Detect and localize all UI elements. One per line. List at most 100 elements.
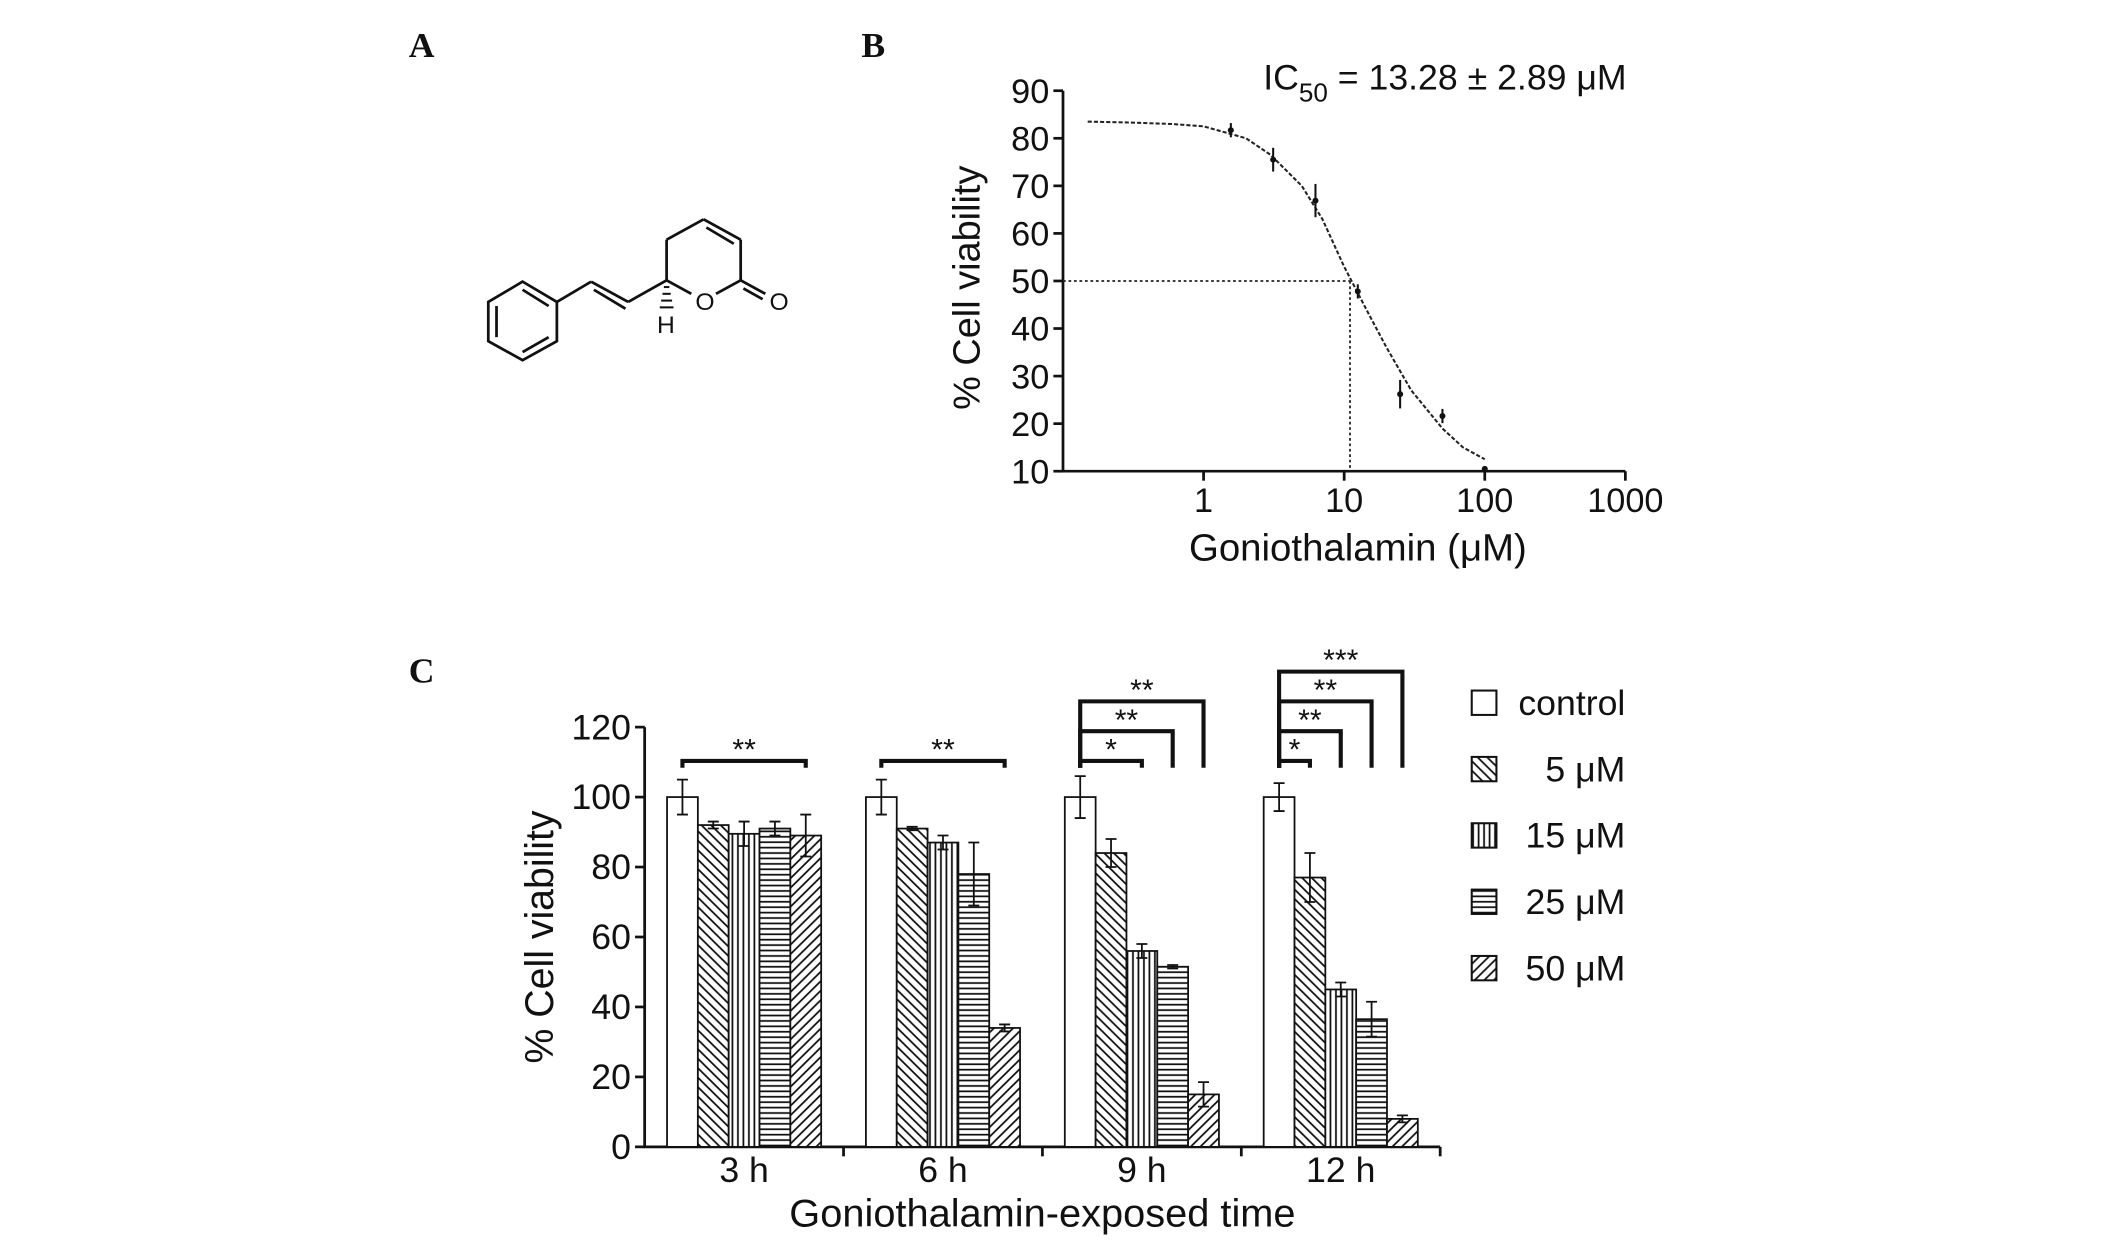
error-bar: [875, 778, 887, 816]
error-bar: [999, 1023, 1011, 1033]
y-tick-label: 0: [611, 1127, 631, 1167]
error-bar: [1396, 1114, 1408, 1124]
ic50-annotation: IC50 = 13.28 ± 2.89 μM: [1263, 58, 1626, 108]
data-point: [1270, 156, 1277, 163]
y-tick-label: 70: [1011, 168, 1049, 206]
x-tick-label: 6 h: [918, 1150, 968, 1190]
error-bar: [1105, 838, 1117, 868]
error-bar: [1198, 1081, 1210, 1108]
x-axis-label: Goniothalamin-exposed time: [789, 1192, 1295, 1236]
error-bar: [1366, 1000, 1378, 1038]
y-tick-label: 40: [1011, 311, 1049, 349]
annotation-subscript: 50: [1299, 80, 1328, 108]
annotation-text: = 13.28 ± 2.89 μM: [1328, 58, 1627, 98]
y-tick-label: 120: [571, 708, 630, 748]
y-tick-label: 60: [591, 917, 631, 957]
bar: [957, 873, 991, 1148]
error-bar: [1335, 981, 1347, 998]
legend-swatch: [1470, 954, 1498, 982]
legend-label: control: [1518, 683, 1625, 723]
chemical-structure: [486, 218, 767, 362]
bar: [865, 796, 898, 1148]
bar: [696, 824, 730, 1148]
significance-bracket: [879, 758, 1007, 768]
y-axis-label: % Cell viability: [945, 166, 988, 410]
y-tick-label: 50: [1011, 263, 1049, 301]
atom-label: O: [695, 289, 714, 316]
atom-label: H: [657, 312, 675, 339]
significance-label: **: [1314, 674, 1338, 707]
error-bar: [1136, 943, 1148, 959]
atom-label: O: [769, 289, 788, 316]
significance-label: **: [1130, 674, 1154, 707]
error-bar: [769, 820, 781, 837]
significance-label: **: [931, 734, 955, 767]
legend-label: 5 μM: [1545, 749, 1625, 789]
bar: [1324, 988, 1358, 1148]
y-tick-label: 90: [1011, 73, 1049, 111]
legend-swatch: [1470, 689, 1498, 716]
legend-swatch: [1470, 755, 1498, 783]
error-bar: [1167, 964, 1179, 970]
panel-label: C: [409, 651, 435, 691]
legend-swatch: [1470, 822, 1498, 849]
x-tick-label: 10: [1325, 482, 1363, 520]
bar: [1094, 852, 1128, 1148]
bar: [1293, 876, 1327, 1148]
bar: [1262, 796, 1296, 1148]
error-bar: [707, 820, 719, 830]
y-tick-label: 60: [1011, 216, 1049, 254]
bar: [895, 827, 929, 1148]
annotation-prefix: IC: [1263, 58, 1299, 98]
data-point: [1312, 197, 1319, 204]
y-tick-label: 30: [1011, 358, 1049, 396]
bar: [789, 834, 823, 1148]
significance-label: **: [1298, 704, 1322, 737]
error-bar: [1074, 775, 1086, 819]
y-tick-label: 20: [591, 1057, 631, 1097]
y-tick-label: 80: [591, 847, 631, 887]
significance-label: **: [1115, 704, 1139, 737]
error-bar: [968, 841, 980, 907]
significance-label: ***: [1323, 644, 1359, 677]
y-tick-label: 20: [1011, 406, 1049, 444]
error-bar: [906, 825, 918, 832]
error-bar: [738, 820, 750, 847]
significance-label: *: [1289, 734, 1301, 767]
x-tick-label: 1000: [1587, 482, 1663, 520]
bar: [727, 832, 761, 1148]
legend-label: 50 μM: [1526, 949, 1626, 989]
fit-curve: [1087, 120, 1486, 461]
y-tick-label: 100: [571, 777, 630, 817]
x-tick-label: 3 h: [719, 1150, 769, 1190]
bar: [1156, 965, 1189, 1148]
x-axis-label: Goniothalamin (μM): [1189, 527, 1527, 570]
significance-bracket: [1277, 669, 1405, 768]
bar: [988, 1027, 1021, 1148]
significance-bracket: [1078, 699, 1206, 768]
y-tick-label: 80: [1011, 121, 1049, 159]
error-bar: [1273, 782, 1285, 812]
legend-label: 15 μM: [1526, 816, 1626, 856]
error-bar: [1304, 852, 1316, 903]
data-point: [1227, 127, 1234, 134]
error-bar: [800, 813, 812, 858]
bar: [1063, 796, 1097, 1148]
panel-label: B: [861, 25, 885, 65]
bar: [926, 841, 960, 1148]
x-tick-label: 12 h: [1306, 1150, 1375, 1190]
y-axis-label: % Cell viability: [518, 810, 562, 1063]
y-tick-label: 10: [1011, 454, 1049, 492]
x-tick-label: 100: [1456, 482, 1513, 520]
y-tick-label: 40: [591, 987, 631, 1027]
x-tick-label: 1: [1194, 482, 1213, 520]
legend-swatch: [1470, 888, 1498, 915]
significance-label: *: [1105, 734, 1117, 767]
data-point: [1481, 465, 1488, 472]
data-point: [1439, 413, 1446, 420]
legend-label: 25 μM: [1526, 882, 1626, 922]
bar: [666, 796, 699, 1148]
error-bar: [676, 778, 688, 816]
